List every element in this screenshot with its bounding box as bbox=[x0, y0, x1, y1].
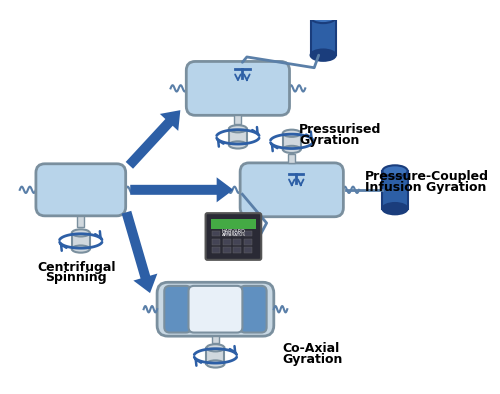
FancyBboxPatch shape bbox=[36, 164, 126, 216]
Text: Pressure-Coupled: Pressure-Coupled bbox=[366, 170, 490, 183]
Bar bbox=[244, 231, 252, 236]
Bar bbox=[288, 154, 296, 163]
Ellipse shape bbox=[72, 229, 90, 236]
Bar bbox=[234, 231, 241, 236]
Bar bbox=[206, 348, 224, 364]
Text: Gyration: Gyration bbox=[283, 353, 343, 366]
Bar bbox=[72, 233, 90, 249]
Text: Centrifugal: Centrifugal bbox=[37, 261, 116, 274]
Ellipse shape bbox=[310, 50, 336, 61]
Ellipse shape bbox=[229, 125, 247, 132]
Bar bbox=[212, 239, 220, 245]
Bar bbox=[212, 247, 220, 253]
Text: Infusion Gyration: Infusion Gyration bbox=[366, 180, 486, 193]
Ellipse shape bbox=[382, 203, 407, 214]
FancyBboxPatch shape bbox=[164, 286, 191, 333]
Bar bbox=[244, 239, 252, 245]
FancyBboxPatch shape bbox=[188, 286, 242, 333]
Text: Pressurised: Pressurised bbox=[299, 123, 382, 136]
Text: HARVARD: HARVARD bbox=[222, 229, 246, 234]
FancyBboxPatch shape bbox=[240, 286, 266, 333]
FancyBboxPatch shape bbox=[157, 282, 274, 336]
FancyBboxPatch shape bbox=[240, 163, 344, 217]
FancyBboxPatch shape bbox=[206, 213, 261, 260]
Bar bbox=[229, 129, 247, 145]
Text: Spinning: Spinning bbox=[46, 271, 107, 284]
Bar bbox=[283, 133, 300, 149]
Ellipse shape bbox=[382, 165, 407, 177]
Ellipse shape bbox=[283, 130, 300, 137]
Bar bbox=[211, 219, 256, 229]
Bar bbox=[222, 239, 230, 245]
FancyBboxPatch shape bbox=[186, 61, 290, 115]
Ellipse shape bbox=[229, 141, 247, 149]
Bar bbox=[77, 216, 84, 227]
Bar bbox=[234, 115, 242, 124]
Bar bbox=[212, 336, 219, 343]
Text: Gyration: Gyration bbox=[299, 134, 360, 147]
Bar bbox=[234, 239, 241, 245]
Bar bbox=[222, 247, 230, 253]
Bar bbox=[212, 231, 220, 236]
Ellipse shape bbox=[283, 146, 300, 153]
Text: APPARATUS: APPARATUS bbox=[222, 234, 246, 238]
Ellipse shape bbox=[206, 344, 224, 351]
Bar bbox=[310, 17, 336, 55]
Ellipse shape bbox=[310, 12, 336, 23]
Ellipse shape bbox=[206, 361, 224, 368]
Bar bbox=[244, 247, 252, 253]
Ellipse shape bbox=[72, 245, 90, 253]
Bar bbox=[382, 171, 407, 209]
Bar bbox=[222, 231, 230, 236]
Bar bbox=[234, 247, 241, 253]
Text: Co-Axial: Co-Axial bbox=[283, 342, 340, 355]
